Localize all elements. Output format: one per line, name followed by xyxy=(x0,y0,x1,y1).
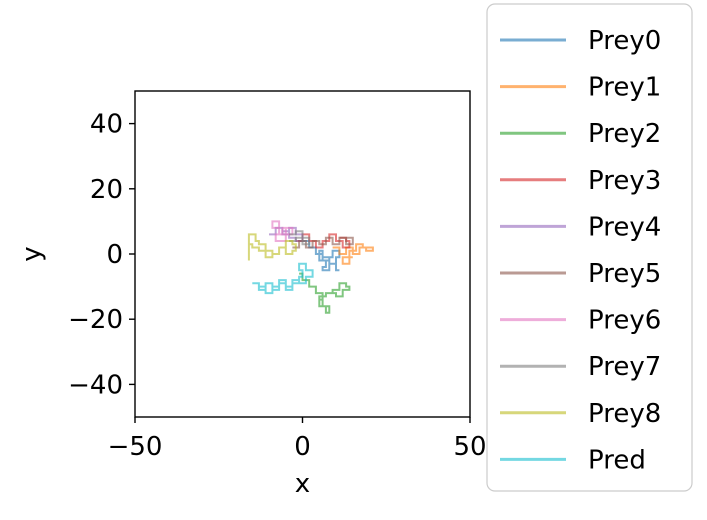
legend-label-prey5: Prey5 xyxy=(588,259,661,289)
y-tick-label: 0 xyxy=(106,240,123,270)
series-line-prey6 xyxy=(271,220,294,242)
x-tick-label: 0 xyxy=(294,432,311,462)
series-line-prey7 xyxy=(289,230,311,246)
legend-label-prey4: Prey4 xyxy=(588,212,661,242)
y-tick-label: 20 xyxy=(90,175,123,205)
x-axis-label: x xyxy=(295,469,310,499)
series-line-prey0 xyxy=(302,240,341,272)
series-line-prey1 xyxy=(332,243,374,265)
legend-frame xyxy=(486,3,693,492)
legend-label-prey8: Prey8 xyxy=(588,399,661,429)
legend-label-pred: Pred xyxy=(588,445,646,475)
series-line-pred xyxy=(252,262,314,295)
legend-label-prey2: Prey2 xyxy=(588,119,661,149)
x-axis: −50 0 50 xyxy=(108,417,487,462)
y-axis: −40 −20 0 20 40 xyxy=(68,110,135,400)
y-axis-label: y xyxy=(17,246,47,261)
y-tick-label: −40 xyxy=(68,370,123,400)
x-tick-label: −50 xyxy=(108,432,163,462)
y-tick-label: −20 xyxy=(68,305,123,335)
series-line-prey2 xyxy=(299,272,351,314)
legend-label-prey1: Prey1 xyxy=(588,73,661,103)
legend: Prey0 Prey1 Prey2 Prey3 Prey4 Prey5 Prey6 Prey7… xyxy=(486,3,693,492)
plot-frame xyxy=(134,90,471,418)
y-tick-label: 40 xyxy=(90,110,123,140)
legend-label-prey0: Prey0 xyxy=(588,26,661,56)
legend-label-prey7: Prey7 xyxy=(588,352,661,382)
x-tick-label: 50 xyxy=(453,432,486,462)
series-line-prey5 xyxy=(292,236,354,249)
series-layer xyxy=(247,220,374,314)
legend-label-prey3: Prey3 xyxy=(588,166,661,196)
legend-label-prey6: Prey6 xyxy=(588,306,661,336)
series-line-prey8 xyxy=(247,233,297,261)
